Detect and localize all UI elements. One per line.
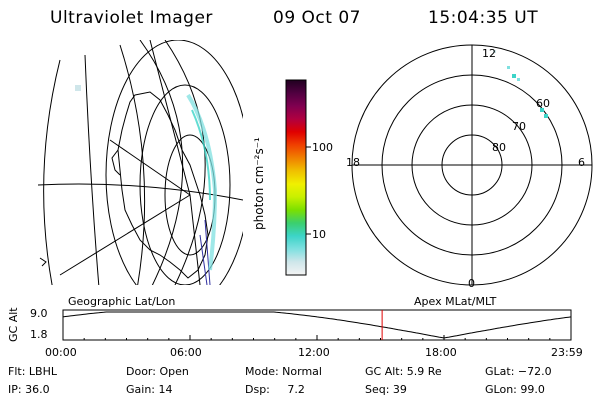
mlt-18-label: 18 [346, 156, 360, 169]
timeline-ymax: 9.0 [30, 307, 48, 320]
gc-alt-info: GC Alt: 5.9 Re [365, 365, 442, 378]
aurora-spot [517, 78, 520, 81]
colorbar-label-100: 100 [312, 141, 333, 154]
timeline-ymin: 1.8 [30, 328, 48, 341]
timeline-plot [62, 309, 572, 341]
aurora-spot [512, 74, 516, 78]
meridian-line [189, 194, 201, 285]
colorbar-unit-label: photon cm⁻²s⁻¹ [252, 137, 266, 230]
meridian-line [149, 40, 191, 196]
colorbar [285, 79, 311, 276]
app-title: Ultraviolet Imager [50, 8, 213, 28]
mlat-80-label: 80 [492, 141, 506, 154]
mlat-70-label: 70 [512, 120, 526, 133]
meridian-line [139, 40, 184, 285]
mode-info: Mode: Normal [245, 365, 322, 378]
mlt-6-label: 6 [578, 156, 585, 169]
timeline-tick-1: 06:00 [170, 346, 202, 359]
latitude-circle [139, 84, 231, 285]
timeline-ylabel: GC Alt [7, 307, 20, 342]
colorbar-scale [285, 79, 307, 276]
meridian-line [119, 44, 146, 285]
orbit-track [204, 219, 211, 285]
orbit-track [199, 234, 208, 285]
apex-label: Apex MLat/MLT [414, 295, 497, 308]
aurora-emission [186, 93, 218, 271]
glon-info: GLon: 99.0 [485, 383, 545, 396]
geographic-map [38, 40, 243, 285]
timeline-tick-0: 00:00 [45, 346, 77, 359]
polar-plot [351, 44, 593, 286]
aurora-spot [507, 66, 510, 69]
altitude-curve [62, 311, 572, 339]
aurora-emission [191, 109, 211, 201]
meridian-line [164, 40, 206, 285]
meridian-line [109, 139, 191, 196]
ip-info: IP: 36.0 [8, 383, 50, 396]
aurora-emission [75, 85, 81, 91]
geographic-label: Geographic Lat/Lon [68, 295, 176, 308]
mlat-60-label: 60 [536, 97, 550, 110]
coastline [117, 91, 209, 279]
latitude-circle [105, 40, 243, 285]
latitude-line [38, 183, 243, 201]
dsp-info: Dsp: 7.2 [245, 383, 305, 396]
meridian-line [43, 59, 61, 285]
meridian-line [59, 194, 191, 276]
date-label: 09 Oct 07 [273, 8, 361, 28]
coastline [111, 149, 121, 176]
timeline-ticks [62, 335, 572, 340]
timeline-tick-3: 18:00 [425, 346, 457, 359]
time-label: 15:04:35 UT [428, 8, 539, 28]
aurora-spot [493, 50, 496, 53]
filter-info: Flt: LBHL [8, 365, 57, 378]
door-info: Door: Open [126, 365, 189, 378]
seq-info: Seq: 39 [365, 383, 407, 396]
mlt-0-label: 0 [468, 277, 475, 290]
timeline-tick-2: 12:00 [298, 346, 330, 359]
timeline-tick-4: 23:59 [551, 346, 583, 359]
coastline [39, 257, 47, 267]
colorbar-label-10: 10 [312, 228, 326, 241]
meridian-line [84, 54, 100, 285]
glat-info: GLat: −72.0 [485, 365, 552, 378]
gain-info: Gain: 14 [126, 383, 173, 396]
mlt-12-label: 12 [482, 47, 496, 60]
aurora-spot [540, 108, 544, 112]
aurora-spot [544, 114, 548, 118]
